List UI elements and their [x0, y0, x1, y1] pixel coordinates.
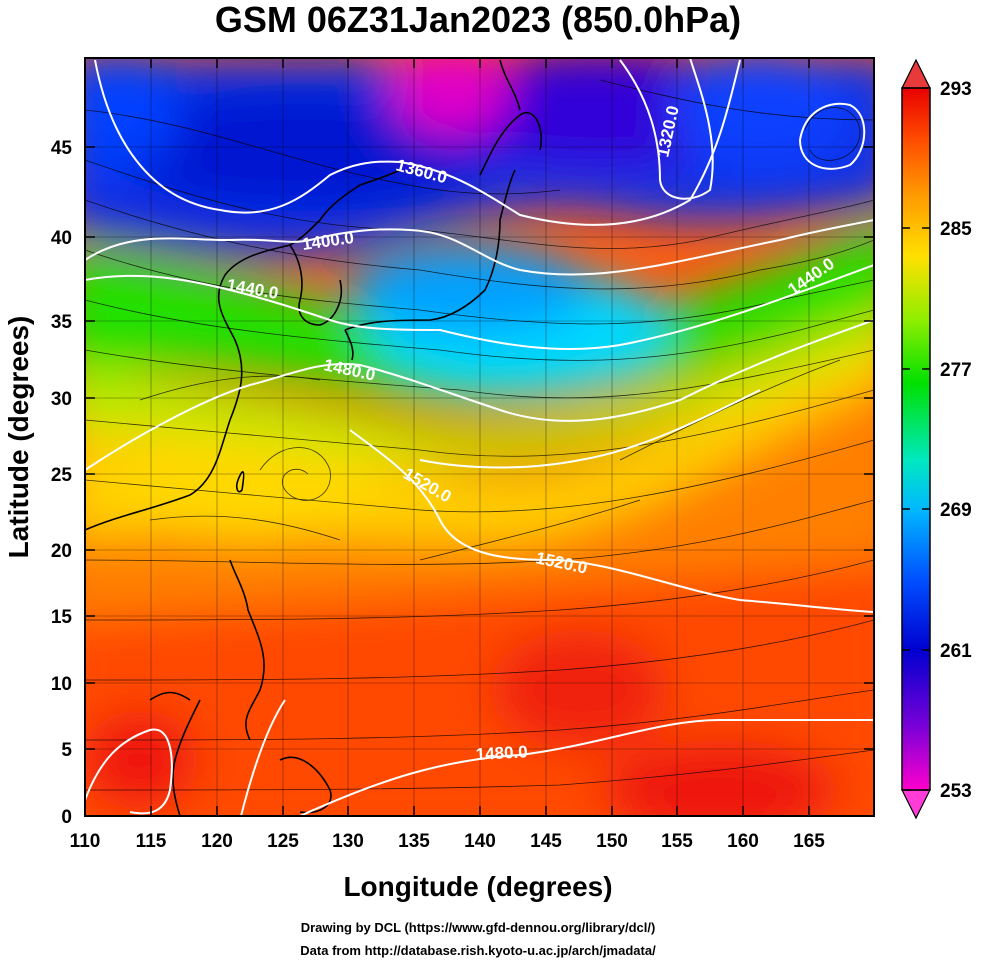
y-tick-label: 30 — [51, 389, 72, 410]
x-tick-label: 115 — [136, 831, 167, 852]
x-tick-label: 160 — [727, 831, 759, 852]
y-tick-label: 5 — [61, 740, 72, 761]
contour-label-1480-south: 1480.0 — [475, 742, 528, 764]
credit-drawing: Drawing by DCL (https://www.gfd-dennou.o… — [301, 920, 656, 935]
colorbar-tick-label: 269 — [940, 500, 972, 521]
y-tick-marks — [85, 146, 874, 817]
y-tick-label: 45 — [51, 138, 73, 159]
colorbar-gradient — [902, 88, 930, 790]
colorbar-min-arrow — [901, 789, 931, 820]
chart-title: GSM 06Z31Jan2023 (850.0hPa) — [215, 0, 741, 40]
y-tick-labels: 0 5 10 15 20 25 30 35 40 45 — [51, 138, 73, 828]
y-tick-label: 20 — [51, 541, 72, 562]
y-tick-label: 35 — [51, 312, 73, 333]
colorbar: 293 285 277 269 261 253 — [901, 58, 972, 820]
colorbar-tick-label: 293 — [940, 79, 972, 100]
y-tick-label: 15 — [51, 607, 73, 628]
x-tick-label: 150 — [596, 831, 628, 852]
y-tick-label: 40 — [51, 228, 72, 249]
y-tick-label: 0 — [61, 807, 72, 828]
x-tick-marks — [84, 58, 810, 816]
colorbar-tick-label: 253 — [940, 781, 972, 802]
x-tick-label: 145 — [530, 831, 562, 852]
credit-data: Data from http://database.rish.kyoto-u.a… — [300, 943, 656, 958]
x-tick-label: 135 — [398, 831, 430, 852]
x-tick-label: 120 — [201, 831, 233, 852]
x-tick-label: 165 — [793, 831, 825, 852]
colorbar-max-arrow — [901, 58, 931, 89]
coastlines — [85, 59, 543, 816]
x-tick-label: 110 — [70, 831, 101, 852]
x-tick-label: 130 — [332, 831, 364, 852]
x-axis-label: Longitude (degrees) — [343, 871, 612, 902]
colorbar-tick-label: 285 — [940, 219, 972, 240]
x-tick-labels: 110 115 120 125 130 135 140 145 150 155 … — [70, 831, 826, 852]
temperature-field — [85, 58, 874, 816]
x-tick-label: 140 — [464, 831, 496, 852]
x-tick-label: 155 — [661, 831, 693, 852]
colorbar-tick-label: 261 — [940, 641, 972, 662]
y-tick-label: 25 — [51, 465, 73, 486]
y-tick-label: 10 — [51, 674, 72, 695]
y-axis-label: Latitude (degrees) — [3, 316, 34, 559]
height-contours — [85, 58, 874, 816]
x-tick-label: 125 — [267, 831, 299, 852]
colorbar-tick-label: 277 — [940, 360, 972, 381]
